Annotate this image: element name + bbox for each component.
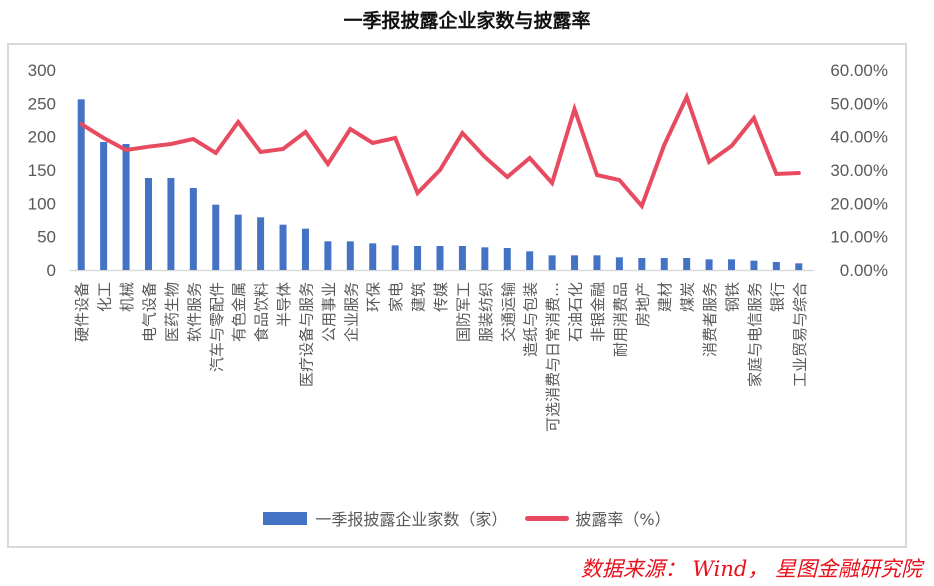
category-label: 非银金融	[589, 282, 607, 342]
category-label: 硬件设备	[73, 282, 91, 342]
data-source-note: 数据来源： Wind， 星图金融研究院	[580, 557, 922, 581]
combo-chart: 0 50 100 150 200 250 300 0.00% 10.00% 20.00% 30.00…	[28, 61, 888, 432]
right-axis-tick: 0.00%	[840, 261, 888, 280]
category-label: 传媒	[432, 282, 450, 312]
bar	[369, 243, 377, 270]
legend-item-line: 披露率（%）	[515, 506, 671, 530]
bar	[772, 262, 780, 270]
category-label: 食品饮料	[253, 282, 271, 342]
bar	[795, 263, 803, 270]
bar	[660, 258, 668, 270]
bar	[750, 260, 758, 270]
category-label: 耐用消费品	[611, 282, 629, 357]
category-label: 交通运输	[499, 282, 517, 342]
category-label: 消费者服务	[701, 282, 719, 357]
category-label: 家电	[387, 282, 405, 312]
bar	[77, 99, 85, 270]
bar	[683, 258, 691, 270]
category-label: 可选消费与日常消费…	[544, 282, 562, 432]
category-label: 服装纺织	[477, 282, 495, 342]
category-label: 企业服务	[342, 282, 360, 342]
bar	[144, 178, 152, 270]
bar	[100, 142, 108, 270]
legend-line-label: 披露率（%）	[575, 510, 671, 529]
bar	[346, 241, 354, 270]
bar	[234, 214, 242, 270]
left-axis-tick: 150	[28, 161, 56, 180]
bar	[458, 246, 466, 270]
category-label: 化工	[96, 282, 114, 312]
category-label: 工业贸易与综合	[791, 282, 809, 387]
category-label: 机械	[118, 282, 136, 312]
chart-legend: 一季报披露企业家数（家） 披露率（%）	[0, 506, 934, 530]
category-label: 医疗设备与服务	[297, 282, 315, 387]
left-axis-tick: 0	[47, 261, 56, 280]
bar	[212, 204, 220, 270]
bar	[503, 248, 511, 270]
bar	[301, 228, 309, 270]
bar	[526, 251, 534, 270]
category-label: 钢铁	[724, 282, 742, 312]
chart-title: 一季报披露企业家数与披露率	[343, 10, 591, 32]
category-label: 国防军工	[454, 282, 472, 342]
category-label: 银行	[768, 282, 786, 312]
bar	[391, 245, 399, 270]
right-axis-tick: 50.00%	[830, 94, 888, 113]
bar	[189, 188, 197, 270]
right-axis-tick: 10.00%	[830, 228, 888, 247]
category-label: 造纸与包装	[522, 282, 540, 357]
right-axis-tick: 20.00%	[830, 194, 888, 213]
category-label: 半导体	[275, 282, 293, 327]
bar	[122, 144, 130, 270]
bar	[279, 224, 287, 270]
bar	[638, 258, 646, 270]
disclosure-rate-line	[79, 91, 801, 210]
bar	[705, 259, 713, 270]
bar	[728, 259, 736, 270]
bar	[615, 257, 623, 270]
right-axis-tick: 30.00%	[830, 161, 888, 180]
bar	[481, 247, 489, 270]
category-label: 建材	[656, 282, 674, 312]
bar	[593, 255, 601, 270]
category-label: 医药生物	[163, 282, 181, 342]
category-label: 房地产	[634, 282, 652, 327]
left-axis-tick: 200	[28, 128, 56, 147]
category-label: 汽车与零配件	[208, 282, 226, 372]
left-axis-tick: 100	[28, 194, 56, 213]
category-label: 石油石化	[567, 282, 585, 342]
bar	[548, 255, 556, 270]
bar	[436, 246, 444, 270]
right-axis-tick: 60.00%	[830, 61, 888, 80]
category-label: 公用事业	[320, 282, 338, 342]
category-label: 电气设备	[140, 282, 158, 342]
category-label: 环保	[365, 282, 383, 312]
bar	[257, 217, 265, 270]
category-label: 煤炭	[679, 282, 697, 312]
category-label: 家庭与电信服务	[746, 282, 764, 387]
category-label: 有色金属	[230, 282, 248, 342]
category-label: 建筑	[410, 282, 428, 312]
category-label: 软件服务	[185, 282, 203, 342]
right-axis-tick: 40.00%	[830, 128, 888, 147]
bar	[414, 246, 422, 270]
left-axis-tick: 250	[28, 94, 56, 113]
legend-item-bar: 一季报披露企业家数（家）	[263, 506, 507, 530]
left-axis-tick: 300	[28, 61, 56, 80]
bar-swatch-icon	[263, 511, 308, 525]
bar	[167, 178, 175, 270]
bar	[324, 241, 332, 270]
bar	[571, 255, 579, 270]
line-swatch-icon	[525, 515, 570, 521]
legend-bar-label: 一季报披露企业家数（家）	[315, 510, 508, 529]
left-axis-tick: 50	[37, 228, 56, 247]
